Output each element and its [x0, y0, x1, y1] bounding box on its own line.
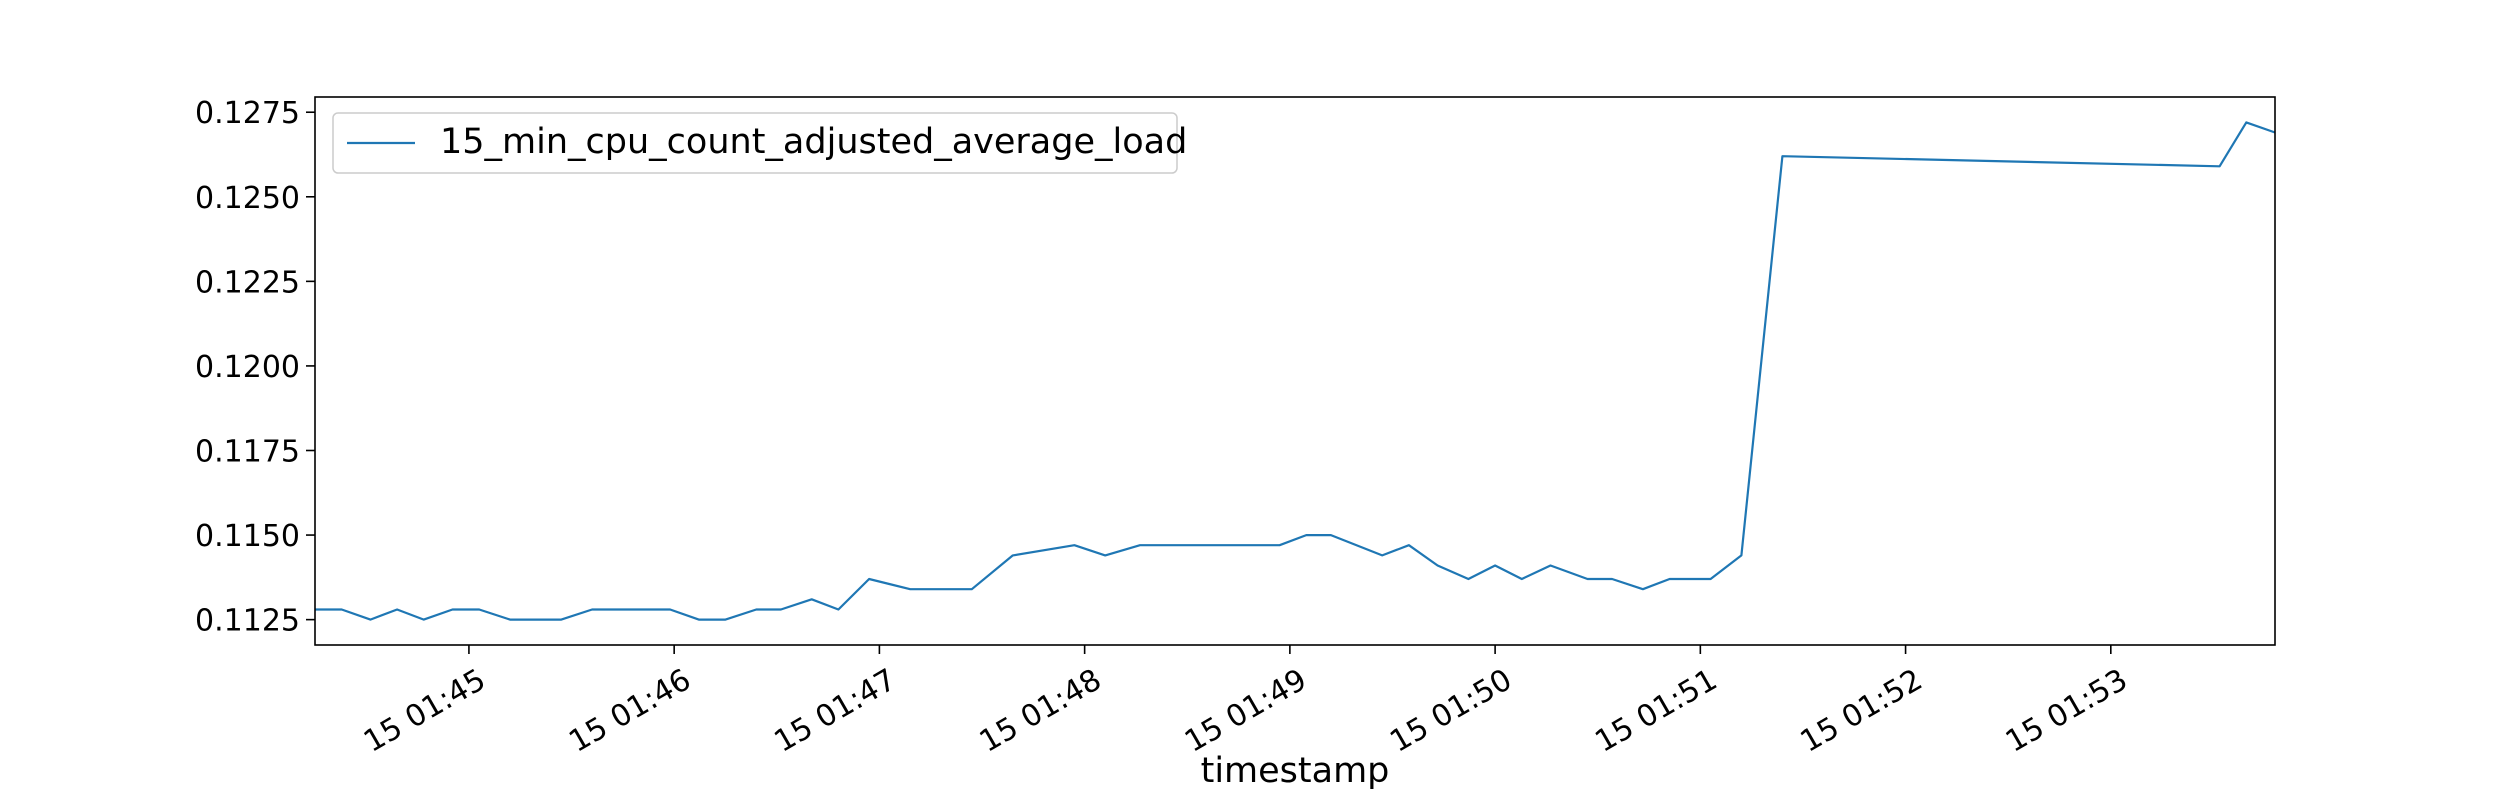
x-tick-label: 15 01:53 — [2000, 662, 2134, 759]
x-axis-label: timestamp — [1201, 751, 1390, 791]
x-tick-label: 15 01:52 — [1795, 662, 1929, 759]
series-layer — [315, 121, 2276, 621]
x-tick-label: 15 01:47 — [768, 662, 902, 759]
y-tick-label: 0.1200 — [195, 350, 300, 385]
legend: 15_min_cpu_count_adjusted_average_load — [332, 112, 1187, 174]
x-tick-label: 15 01:50 — [1384, 662, 1518, 759]
x-tick-label: 15 01:46 — [563, 662, 697, 759]
plot-area-frame — [314, 96, 2276, 646]
x-axis-ticks: 15 01:45 15 01:46 15 01:47 15 01:48 15 01:49… — [358, 645, 2134, 760]
y-tick-label: 0.1250 — [195, 181, 300, 216]
y-tick-label: 0.1150 — [195, 519, 300, 554]
x-tick-label: 15 01:45 — [358, 662, 492, 759]
legend-entry-label: 15_min_cpu_count_adjusted_average_load — [440, 122, 1187, 162]
x-tick-label: 15 01:48 — [974, 662, 1108, 759]
y-axis-ticks: 0.1125 0.1150 0.1175 0.1200 0.1225 0.1250 0.12… — [195, 96, 315, 639]
y-tick-label: 0.1225 — [195, 265, 300, 300]
y-tick-label: 0.1175 — [195, 434, 300, 469]
legend-box — [332, 112, 1178, 174]
y-tick-label: 0.1125 — [195, 604, 300, 639]
x-tick-label: 15 01:51 — [1589, 662, 1723, 759]
x-tick-label: 15 01:49 — [1179, 662, 1313, 759]
series-line — [315, 121, 2276, 621]
y-tick-label: 0.1275 — [195, 96, 300, 131]
